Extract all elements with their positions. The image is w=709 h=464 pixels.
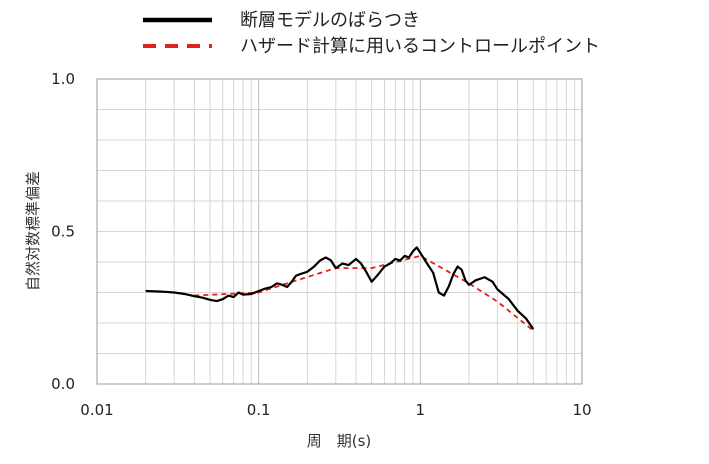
x-axis-ticks: 0.01 0.1 1 10: [80, 401, 591, 419]
x-tick-label: 1: [416, 401, 426, 419]
x-tick-label: 0.1: [247, 401, 271, 419]
legend-label-2: ハザード計算に用いるコントロールポイント: [240, 36, 600, 57]
y-tick-label: 1.0: [51, 70, 75, 88]
series-line-2: [194, 255, 534, 332]
y-tick-label: 0.0: [51, 375, 75, 393]
y-axis-title: 自然対数標準偏差: [24, 171, 42, 291]
x-axis-title: 周 期(s): [307, 432, 372, 450]
x-tick-label: 10: [572, 401, 591, 419]
plot-area-frame: [96, 78, 583, 385]
series-line-1: [145, 246, 535, 330]
grid-lines: [97, 79, 582, 384]
y-axis-ticks: 0.0 0.5 1.0: [51, 70, 75, 393]
series-layer: [145, 246, 535, 332]
x-tick-label: 0.01: [80, 401, 113, 419]
y-tick-label: 0.5: [51, 223, 75, 241]
legend-label-1: 断層モデルのばらつき: [240, 10, 420, 31]
